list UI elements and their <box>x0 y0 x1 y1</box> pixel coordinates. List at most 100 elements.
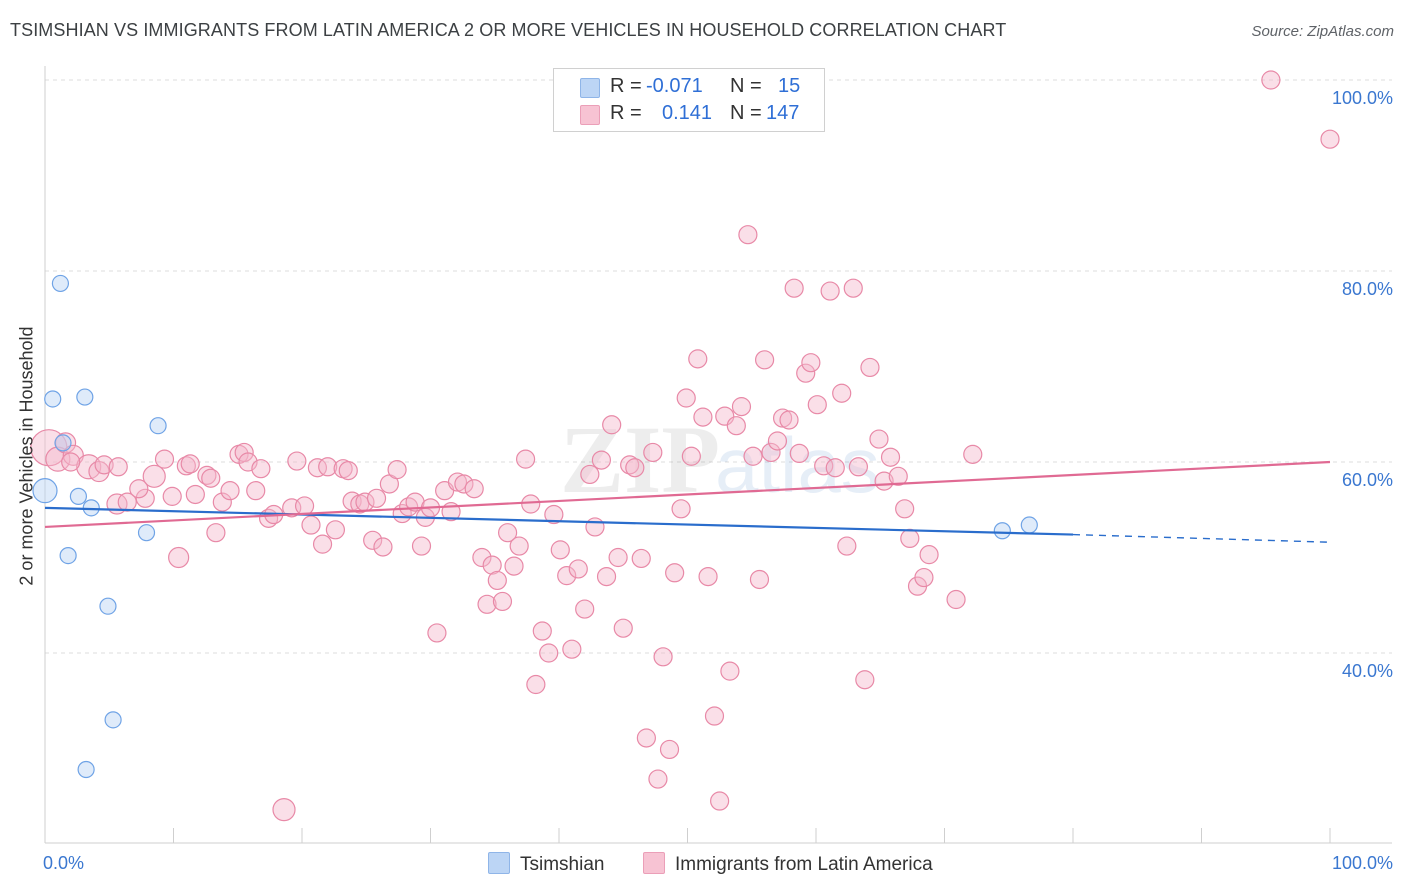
latin-america-point <box>338 460 358 481</box>
latin-america-point <box>108 457 128 477</box>
latin-america-point <box>681 446 701 466</box>
chart-source: Source: ZipAtlas.com <box>1251 23 1394 40</box>
y-tick-label: 60.0% <box>1342 470 1393 490</box>
latin-america-point <box>608 547 628 568</box>
latin-america-point <box>761 442 781 463</box>
latin-america-point <box>557 566 577 586</box>
latin-america-point <box>704 706 725 726</box>
latin-america-point <box>1261 70 1281 90</box>
latin-america-point <box>482 555 502 575</box>
latin-america-point <box>212 492 232 512</box>
latin-america-point <box>246 481 266 501</box>
latin-america-point <box>807 395 827 415</box>
latin-america-point <box>61 452 81 472</box>
latin-america-point <box>366 488 387 508</box>
latin-america-point <box>234 442 254 463</box>
y-tick-label: 80.0% <box>1342 279 1393 299</box>
legend-r-value: -0.071 <box>646 75 703 97</box>
y-tick-label: 100.0% <box>1332 88 1393 108</box>
tsimshian-point <box>54 434 72 452</box>
latin-america-point <box>710 791 730 811</box>
latin-america-point <box>848 457 869 477</box>
bottom-legend-latin-america: Immigrants from Latin America <box>643 852 933 876</box>
latin-america-point <box>648 769 668 789</box>
latin-america-point <box>562 639 582 659</box>
latin-america-point <box>301 515 321 535</box>
latin-america-point <box>580 464 600 485</box>
latin-america-point <box>521 494 541 514</box>
latin-america-point <box>544 504 564 525</box>
tsimshian-points <box>32 274 1038 779</box>
latin-america-point <box>636 728 656 748</box>
y-axis-title: 2 or more Vehicles in Household <box>16 326 37 586</box>
legend-swatch-latin-america <box>580 105 600 125</box>
latin-america-point <box>539 643 559 663</box>
latin-america-point <box>855 670 875 690</box>
latin-america-point <box>801 353 821 373</box>
latin-america-point <box>659 739 680 760</box>
tsimshian-point <box>104 711 122 729</box>
latin-america-point <box>946 589 966 610</box>
latin-america-point <box>914 567 934 588</box>
latin-america-point <box>312 534 333 554</box>
legend-row-tsimshian: R = -0.071 N = 15 <box>554 74 824 100</box>
latin-america-point <box>492 591 513 612</box>
latin-america-point <box>477 594 497 614</box>
latin-america-point <box>220 481 240 501</box>
bottom-legend-swatch-latin-america <box>643 852 665 874</box>
latin-america-point <box>789 443 809 464</box>
latin-america-point <box>585 517 605 537</box>
legend-r-value: 0.141 <box>662 102 713 124</box>
latin-america-point <box>373 537 393 557</box>
tsimshian-point <box>1020 516 1038 534</box>
latin-america-point <box>688 349 708 369</box>
latin-america-point <box>919 545 939 565</box>
latin-america-point <box>129 479 149 499</box>
latin-america-point <box>272 798 296 822</box>
bottom-legend-tsimshian: Tsimshian <box>488 852 604 876</box>
latin-america-point <box>895 499 915 519</box>
tsimshian-point <box>32 478 58 504</box>
latin-america-point <box>387 460 407 480</box>
latin-america-point <box>168 546 190 569</box>
latin-america-point <box>665 563 685 583</box>
latin-america-point <box>880 447 901 467</box>
latin-america-point <box>251 459 271 479</box>
latin-america-point <box>532 621 552 641</box>
latin-america-point <box>307 458 328 478</box>
latin-america-point <box>843 278 863 298</box>
tsimshian-point <box>99 597 117 615</box>
x-tick-label: 100.0% <box>1332 853 1393 873</box>
latin-america-points <box>30 70 1340 822</box>
latin-america-point <box>631 548 651 569</box>
latin-america-point <box>154 449 175 469</box>
latin-america-point <box>796 363 816 383</box>
latin-america-point <box>900 528 920 549</box>
latin-america-point <box>94 455 114 475</box>
tsimshian-point <box>69 487 88 505</box>
latin-america-point <box>832 383 852 403</box>
latin-america-point <box>676 388 696 408</box>
x-tick-label: 0.0% <box>43 853 84 873</box>
latin-america-point <box>754 350 775 370</box>
latin-america-point <box>498 523 518 543</box>
latin-america-point <box>185 484 205 505</box>
chart-title: TSIMSHIAN VS IMMIGRANTS FROM LATIN AMERI… <box>10 20 1007 40</box>
latin-america-point <box>726 416 746 436</box>
tsimshian-trend-line <box>44 506 1074 536</box>
latin-america-point <box>671 499 691 519</box>
axes <box>44 66 1392 844</box>
latin-america-point <box>487 570 507 591</box>
latin-america-point <box>526 674 546 695</box>
tsimshian-point <box>51 274 70 293</box>
latin-america-point <box>515 449 536 469</box>
latin-america-point <box>825 458 845 478</box>
latin-america-point <box>206 523 226 543</box>
latin-america-point <box>135 488 155 508</box>
latin-america-point <box>201 468 221 488</box>
y-tick-label: 40.0% <box>1342 661 1393 681</box>
tsimshian-point <box>149 417 167 435</box>
legend-r-label: R = <box>610 102 642 124</box>
tsimshian-point <box>993 522 1011 540</box>
